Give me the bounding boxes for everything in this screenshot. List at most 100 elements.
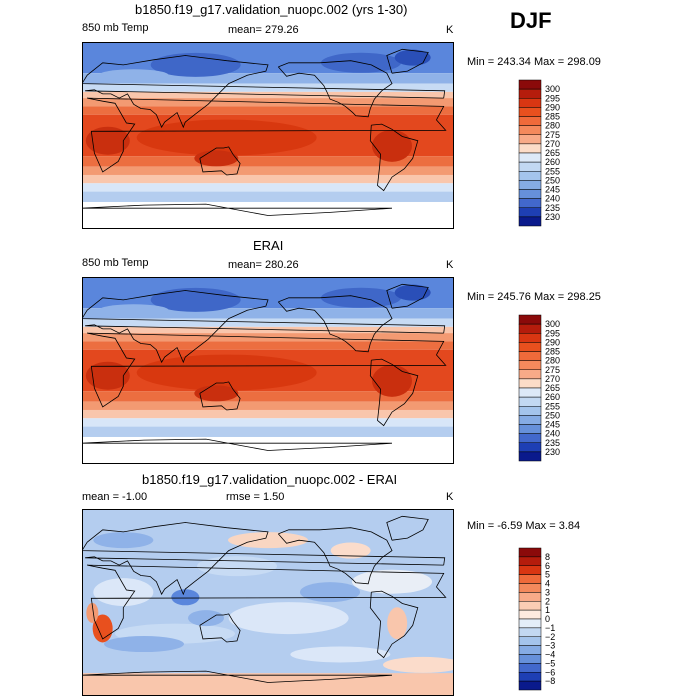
colorbar-tick-label: 265 [545, 383, 560, 393]
colorbar-swatch [518, 592, 542, 602]
colorbar-swatch [518, 680, 542, 691]
panel-2-map [82, 277, 454, 464]
colorbar-tick-label: −2 [545, 632, 555, 642]
colorbar-swatch [518, 88, 542, 99]
panel-1-center-label: mean= 279.26 [228, 24, 299, 36]
colorbar-swatch [518, 387, 542, 398]
colorbar-swatch [518, 636, 542, 646]
colorbar-tick-label: 245 [545, 185, 560, 195]
colorbar-swatch [518, 314, 542, 325]
colorbar-swatch [518, 198, 542, 208]
colorbar-swatch [518, 143, 542, 154]
colorbar-swatch [518, 216, 542, 227]
colorbar-tick-label: −5 [545, 658, 555, 668]
colorbar-swatch [518, 116, 542, 126]
panel-3-center-label: rmse = 1.50 [226, 491, 285, 503]
colorbar-tick-label: 295 [545, 328, 560, 338]
colorbar-swatch [518, 663, 542, 673]
colorbar-swatch [518, 565, 542, 575]
colorbar-tick-label: 280 [545, 121, 560, 131]
colorbar-swatch [518, 601, 542, 611]
colorbar-swatch [518, 609, 542, 620]
colorbar-tick-label: −6 [545, 667, 555, 677]
colorbar-tick-label: 230 [545, 447, 560, 457]
colorbar-tick-label: 230 [545, 212, 560, 222]
colorbar-tick-label: 3 [545, 587, 550, 597]
colorbar-tick-label: 255 [545, 166, 560, 176]
colorbar-swatch [518, 134, 542, 145]
colorbar-tick-label: 250 [545, 175, 560, 185]
panel-3-minmax: Min = -6.59 Max = 3.84 [467, 520, 581, 532]
panel-1-minmax: Min = 243.34 Max = 298.09 [467, 56, 601, 68]
colorbar-tick-label: 275 [545, 365, 560, 375]
panel-2-unit: K [446, 259, 454, 271]
colorbar-swatch [518, 654, 542, 664]
colorbar-tick-label: 5 [545, 570, 550, 580]
colorbar-swatch [518, 207, 542, 218]
colorbar-swatch [518, 369, 542, 380]
panel-1-title: b1850.f19_g17.validation_nuopc.002 (yrs … [135, 2, 408, 17]
colorbar-tick-label: 270 [545, 374, 560, 384]
colorbar-swatch [518, 433, 542, 443]
colorbar-tick-label: 295 [545, 93, 560, 103]
colorbar-tick-label: −1 [545, 623, 555, 633]
colorbar-tick-label: 1 [545, 605, 550, 615]
colorbar-swatch [518, 627, 542, 637]
colorbar-swatch [518, 406, 542, 416]
colorbar-tick-label: −8 [545, 676, 555, 686]
colorbar-tick-label: 280 [545, 356, 560, 366]
colorbar-tick-label: 290 [545, 102, 560, 112]
colorbar-tick-label: 235 [545, 203, 560, 213]
panel-2-colorbar: 3002952902852802752702652602552502452402… [518, 314, 560, 462]
colorbar-swatch [518, 451, 542, 462]
panel-2-left-label: 850 mb Temp [82, 257, 149, 269]
colorbar-swatch [518, 79, 542, 90]
colorbar-tick-label: 300 [545, 319, 560, 329]
colorbar-swatch [518, 323, 542, 334]
colorbar-tick-label: 8 [545, 552, 550, 562]
colorbar-swatch [518, 360, 542, 370]
colorbar-tick-label: 290 [545, 337, 560, 347]
colorbar-swatch [518, 378, 542, 389]
colorbar-tick-label: 275 [545, 130, 560, 140]
colorbar-tick-label: 265 [545, 148, 560, 158]
panel-2-center-label: mean= 280.26 [228, 259, 299, 271]
colorbar-swatch [518, 171, 542, 181]
colorbar-tick-label: −4 [545, 650, 555, 660]
colorbar-swatch [518, 351, 542, 361]
colorbar-tick-label: 270 [545, 139, 560, 149]
colorbar-swatch [518, 107, 542, 117]
colorbar-swatch [518, 574, 542, 584]
colorbar-swatch [518, 161, 542, 172]
panel-3-unit: K [446, 491, 454, 503]
panel-2-minmax: Min = 245.76 Max = 298.25 [467, 291, 601, 303]
colorbar-swatch [518, 333, 542, 343]
colorbar-swatch [518, 98, 542, 108]
colorbar-tick-label: 250 [545, 410, 560, 420]
colorbar-swatch [518, 618, 542, 629]
colorbar-swatch [518, 424, 542, 434]
colorbar-tick-label: 240 [545, 429, 560, 439]
colorbar-swatch [518, 189, 542, 199]
colorbar-swatch [518, 442, 542, 453]
colorbar-swatch [518, 672, 542, 682]
colorbar-tick-label: 6 [545, 561, 550, 571]
panel-3-left-label: mean = -1.00 [82, 491, 148, 503]
colorbar-swatch [518, 415, 542, 425]
colorbar-tick-label: 240 [545, 194, 560, 204]
colorbar-swatch [518, 396, 542, 407]
colorbar-tick-label: 285 [545, 112, 560, 122]
colorbar-swatch [518, 645, 542, 655]
season-label: DJF [510, 8, 552, 33]
panel-2-title: ERAI [253, 238, 284, 253]
colorbar-swatch [518, 180, 542, 190]
colorbar-swatch [518, 125, 542, 135]
colorbar-swatch [518, 556, 542, 566]
panel-1-map [82, 42, 454, 229]
colorbar-tick-label: 235 [545, 438, 560, 448]
colorbar-tick-label: 285 [545, 347, 560, 357]
colorbar-tick-label: 245 [545, 420, 560, 430]
panel-1-unit: K [446, 24, 454, 36]
colorbar-tick-label: 4 [545, 579, 550, 589]
